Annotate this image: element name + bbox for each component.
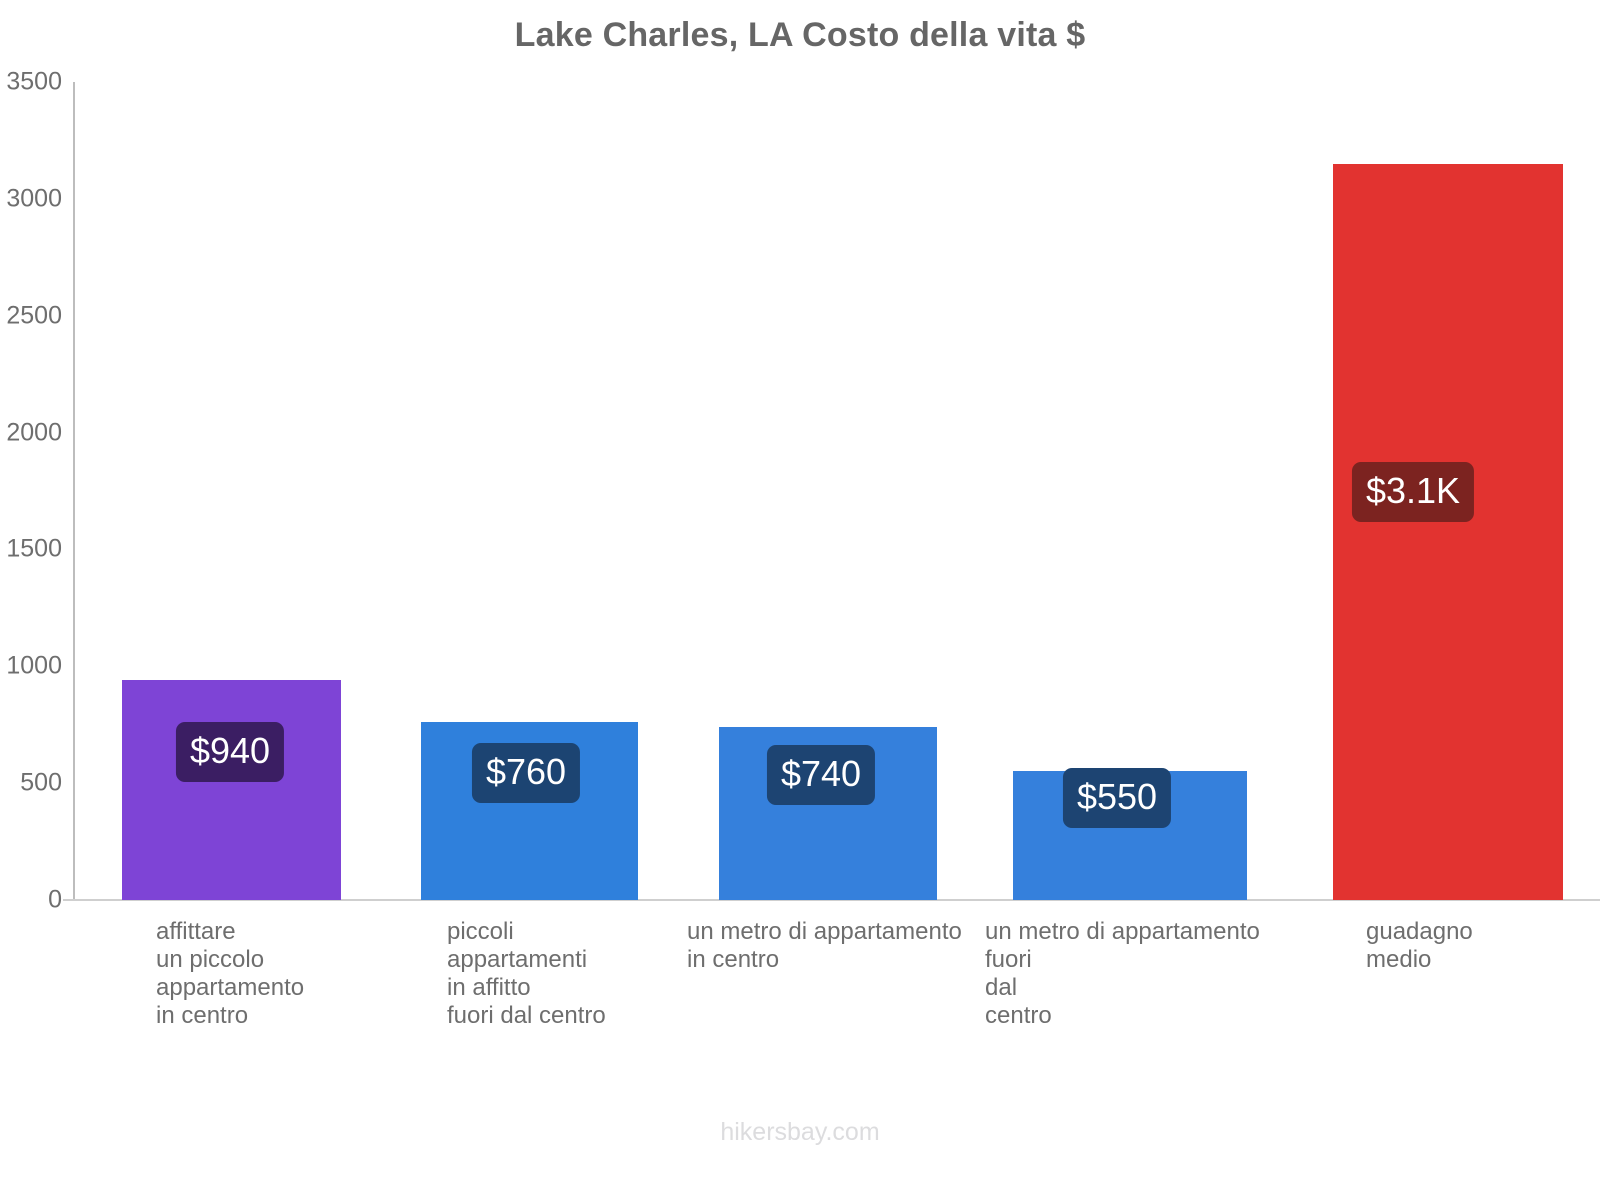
y-axis-line	[73, 82, 75, 900]
bar[interactable]	[1333, 163, 1563, 900]
bar-value-label: $740	[766, 745, 876, 805]
x-axis-category-label: un metro di appartamento in centro	[687, 918, 962, 973]
bar-value-label: $550	[1062, 768, 1172, 828]
x-axis-category-labels: affittare un piccolo appartamento in cen…	[0, 918, 1600, 1078]
x-axis-category-label: un metro di appartamento fuori dal centr…	[985, 918, 1260, 1029]
bar-value-label: $940	[175, 722, 285, 782]
bar-value-label: $3.1K	[1351, 462, 1475, 522]
chart-title: Lake Charles, LA Costo della vita $	[514, 16, 1086, 54]
bar-value-label: $760	[471, 743, 581, 803]
x-axis-category-label: guadagno medio	[1366, 918, 1473, 973]
bar[interactable]	[122, 680, 341, 900]
x-axis-baseline	[63, 899, 1600, 901]
x-axis-category-label: piccoli appartamenti in affitto fuori da…	[447, 918, 606, 1029]
x-axis-category-label: affittare un piccolo appartamento in cen…	[156, 918, 305, 1029]
footer-watermark: hikersbay.com	[720, 1118, 880, 1146]
